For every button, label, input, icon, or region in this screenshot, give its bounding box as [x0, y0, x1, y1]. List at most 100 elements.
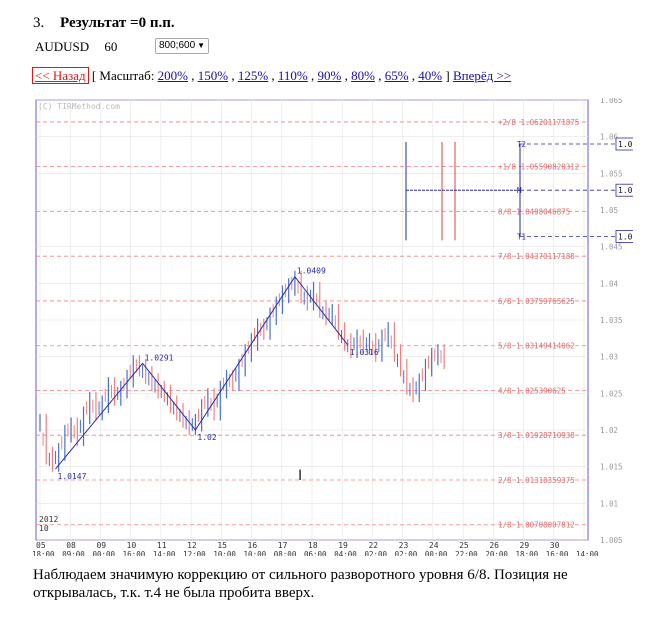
y-tick-label: 1.06	[600, 133, 619, 142]
x-tick-time: 02:00	[364, 550, 387, 556]
scale-link-80[interactable]: 80%	[351, 68, 375, 83]
x-tick-day: 12	[187, 541, 197, 550]
x-tick-time: 00:00	[425, 550, 448, 556]
zigzag-label: 1.0147	[58, 472, 87, 481]
right-axis-tag	[615, 183, 633, 197]
x-tick-time: 14:00	[576, 550, 599, 556]
scale-link-65[interactable]: 65%	[384, 68, 409, 83]
x-tick-time: 04:00	[334, 550, 357, 556]
y-tick-label: 1.05	[600, 206, 618, 215]
x-tick-day: 08	[66, 541, 76, 550]
x-tick-day: 23	[399, 541, 409, 550]
murrey-level-label: 8/8 1.0498046875	[498, 207, 570, 216]
x-tick-time: 18:00	[33, 550, 55, 556]
right-axis-label: 1.0527	[618, 186, 633, 195]
scale-link-90[interactable]: 90%	[317, 68, 342, 83]
result-header: 3. Результат =0 п.п.	[33, 15, 175, 32]
target-t2-label: T2	[517, 140, 526, 149]
y-tick-label: 1.025	[600, 389, 623, 398]
x-tick-day: 22	[368, 541, 378, 550]
x-tick-time: 02:00	[395, 550, 418, 556]
right-axis-tag	[615, 137, 633, 151]
x-tick-time: 22:00	[455, 550, 478, 556]
y-tick-label: 1.055	[600, 169, 623, 178]
chevron-down-icon: ▼	[197, 41, 205, 50]
x-tick-day: 29	[520, 541, 530, 550]
x-tick-time: 12:00	[183, 550, 206, 556]
x-tick-day: 19	[338, 541, 348, 550]
murrey-level-label: 5/8 1.03149414062	[498, 342, 575, 351]
month-label: 10	[39, 524, 49, 533]
text-cursor-icon: I	[298, 468, 302, 484]
murrey-level-label: +2/8 1.06201171875	[498, 118, 579, 127]
x-tick-day: 25	[459, 541, 469, 550]
x-tick-day: 30	[550, 541, 560, 550]
target-t1-label: T1	[517, 232, 526, 241]
x-tick-day: 17	[278, 541, 288, 550]
y-tick-label: 1.03	[600, 353, 618, 362]
description-text: Наблюдаем значимую коррекцию от сильного…	[33, 567, 568, 601]
x-tick-day: 16	[248, 541, 258, 550]
scale-suffix: ]	[445, 68, 450, 83]
murrey-level-label: 1/8 1.00708007812	[498, 521, 575, 530]
price-chart: 1.065 1.06 1.055 1.05 1.045 1.04 1.035 1.03 1.02…	[33, 98, 633, 556]
y-tick-label: 1.035	[600, 316, 623, 325]
x-tick-time: 16:00	[546, 550, 569, 556]
y-tick-label: 1.065	[600, 98, 623, 105]
zigzag-line	[55, 275, 349, 470]
x-tick-time: 18:00	[516, 550, 539, 556]
x-tick-time: 00:00	[92, 550, 115, 556]
x-tick-day: 18	[308, 541, 318, 550]
scale-link-110[interactable]: 110%	[277, 68, 308, 83]
x-tick-time: 10:00	[213, 550, 236, 556]
y-tick-label: 1.01	[600, 499, 618, 508]
zigzag-label: 1.0409	[297, 267, 326, 276]
murrey-level-label: 4/8 1.025390625	[498, 386, 566, 395]
scale-link-200[interactable]: 200%	[157, 68, 188, 83]
scale-link-40[interactable]: 40%	[418, 68, 443, 83]
x-tick-time: 09:00	[62, 550, 85, 556]
y-tick-label: 1.005	[600, 536, 623, 545]
target-m-label: M	[517, 186, 522, 195]
x-tick-time: 20:00	[485, 550, 508, 556]
murrey-level-label: 7/8 1.04370117188	[498, 252, 575, 261]
size-select-value: 800;600	[159, 40, 196, 51]
scale-prefix: [ Масштаб:	[91, 68, 155, 83]
murrey-level-label: 2/8 1.01318359375	[498, 476, 575, 485]
timeframe-label: 60	[104, 39, 118, 54]
x-tick-time: 14:00	[153, 550, 176, 556]
y-tick-label: 1.015	[600, 463, 623, 472]
scale-link-150[interactable]: 150%	[197, 68, 229, 83]
right-axis-tag	[615, 229, 633, 243]
scale-link-125[interactable]: 125%	[237, 68, 269, 83]
back-link[interactable]: << Назад	[32, 67, 89, 84]
y-tick-label: 1.045	[600, 243, 623, 252]
x-tick-time: 16:00	[123, 550, 146, 556]
x-tick-day: 10	[127, 541, 137, 550]
instrument-row: AUDUSD 60	[35, 39, 129, 55]
murrey-level-label: 6/8 1.03759765625	[498, 297, 575, 306]
right-axis-label: 1.0464	[618, 232, 633, 241]
symbol-label: AUDUSD	[35, 39, 90, 54]
zigzag-label: 1.0291	[145, 353, 174, 362]
scale-nav: << Назад [ Масштаб: 200% , 150% , 125% ,…	[32, 67, 512, 84]
x-tick-day: 05	[36, 541, 46, 550]
watermark-text: (C) TIRMethod.com	[38, 102, 120, 111]
y-tick-label: 1.04	[600, 279, 619, 288]
murrey-level-label: +1/8 1.05590820312	[498, 163, 579, 172]
year-label: 2012	[39, 515, 58, 524]
x-tick-day: 15	[217, 541, 227, 550]
x-tick-day: 11	[157, 541, 167, 550]
zigzag-label: 1.02	[197, 433, 216, 442]
murrey-level-label: 3/8 1.01928710938	[498, 431, 575, 440]
y-tick-label: 1.02	[600, 426, 618, 435]
size-select[interactable]: 800;600 ▼	[155, 38, 209, 54]
section-number: 3.	[33, 15, 45, 31]
x-tick-time: 06:00	[304, 550, 327, 556]
zigzag-label: 1.0316	[350, 348, 379, 357]
x-tick-time: 08:00	[274, 550, 297, 556]
x-tick-day: 09	[96, 541, 106, 550]
x-tick-day: 26	[489, 541, 499, 550]
forward-link[interactable]: Вперёд >>	[452, 68, 512, 83]
right-axis-label: 1.059	[618, 140, 633, 149]
